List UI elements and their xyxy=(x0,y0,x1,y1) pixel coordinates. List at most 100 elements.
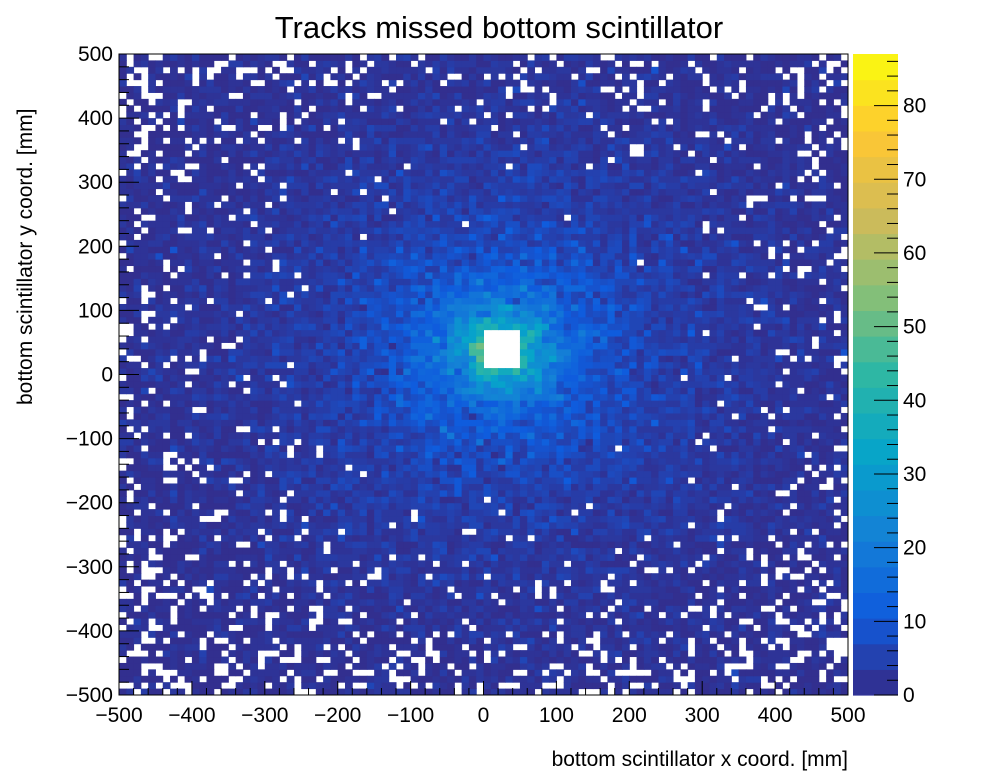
heatmap-cell xyxy=(505,483,514,491)
heatmap-cell xyxy=(556,342,565,350)
heatmap-cell xyxy=(396,361,404,369)
heatmap-cell xyxy=(716,336,725,343)
heatmap-cell xyxy=(600,496,608,504)
heatmap-cell xyxy=(439,675,448,683)
heatmap-cell xyxy=(301,637,310,645)
heatmap-cell xyxy=(388,477,397,484)
heatmap-cell xyxy=(221,419,229,427)
heatmap-cell xyxy=(250,457,259,465)
heatmap-cell xyxy=(461,586,470,593)
heatmap-cell xyxy=(235,669,244,677)
heatmap-cell xyxy=(279,541,288,549)
heatmap-cell xyxy=(673,643,681,651)
heatmap-cell xyxy=(549,502,557,510)
heatmap-cell xyxy=(337,579,346,587)
heatmap-cell xyxy=(673,598,681,606)
heatmap-cell xyxy=(534,483,543,491)
heatmap-cell xyxy=(337,573,346,581)
heatmap-cell xyxy=(308,368,317,375)
heatmap-cell xyxy=(330,592,339,600)
heatmap-cell xyxy=(811,521,820,529)
heatmap-cell xyxy=(775,682,783,690)
heatmap-cell xyxy=(731,618,740,625)
heatmap-cell xyxy=(461,630,470,638)
heatmap-cell xyxy=(381,425,390,433)
heatmap-cell xyxy=(425,425,433,433)
heatmap-cell xyxy=(483,464,492,472)
heatmap-cell xyxy=(140,541,149,549)
heatmap-cell xyxy=(468,509,477,517)
heatmap-cell xyxy=(527,656,536,664)
heatmap-cell xyxy=(716,477,725,484)
heatmap-cell xyxy=(206,662,215,670)
heatmap-cell xyxy=(461,502,470,510)
heatmap-cell xyxy=(206,445,215,452)
heatmap-cell xyxy=(257,368,266,375)
heatmap-cell xyxy=(578,496,587,504)
heatmap-cell xyxy=(578,438,587,446)
heatmap-cell xyxy=(680,541,689,549)
heatmap-cell xyxy=(417,355,426,363)
heatmap-cell xyxy=(250,412,259,420)
heatmap-cell xyxy=(221,521,229,529)
heatmap-cell xyxy=(665,348,674,356)
heatmap-cell xyxy=(651,509,659,517)
heatmap-cell xyxy=(833,560,842,568)
heatmap-cell xyxy=(614,509,623,517)
heatmap-cell xyxy=(403,547,412,555)
heatmap-cell xyxy=(804,624,813,632)
heatmap-cell xyxy=(724,425,732,433)
heatmap-cell xyxy=(323,573,331,581)
heatmap-cell xyxy=(585,534,594,542)
heatmap-cell xyxy=(250,348,259,356)
heatmap-cell xyxy=(235,515,244,523)
heatmap-cell xyxy=(264,662,273,670)
heatmap-cell xyxy=(694,489,703,497)
heatmap-cell xyxy=(381,541,390,549)
heatmap-cell xyxy=(643,573,652,581)
heatmap-cell xyxy=(811,361,820,369)
heatmap-cell xyxy=(549,675,557,683)
heatmap-cell xyxy=(330,406,339,414)
heatmap-cell xyxy=(476,355,484,363)
heatmap-cell xyxy=(578,412,587,420)
heatmap-cell xyxy=(352,586,361,593)
heatmap-cell xyxy=(388,400,397,408)
heatmap-cell xyxy=(490,682,499,690)
heatmap-cell xyxy=(461,393,470,401)
heatmap-cell xyxy=(279,573,288,581)
heatmap-cell xyxy=(286,650,295,658)
heatmap-cell xyxy=(439,464,448,472)
heatmap-cell xyxy=(403,688,412,696)
heatmap-cell xyxy=(804,457,813,465)
heatmap-cell xyxy=(702,387,710,395)
heatmap-cell xyxy=(636,528,645,536)
heatmap-cell xyxy=(767,656,776,664)
heatmap-cell xyxy=(614,329,623,337)
heatmap-cell xyxy=(301,464,310,472)
heatmap-cell xyxy=(563,355,572,363)
heatmap-cell xyxy=(439,470,448,478)
heatmap-cell xyxy=(702,374,710,382)
heatmap-cell xyxy=(140,457,149,465)
heatmap-cell xyxy=(381,477,390,484)
heatmap-cell xyxy=(155,598,164,606)
heatmap-cell xyxy=(140,509,149,517)
heatmap-cell xyxy=(432,598,441,606)
heatmap-cell xyxy=(731,560,740,568)
heatmap-cell xyxy=(483,509,492,517)
heatmap-cell xyxy=(498,368,506,375)
heatmap-cell xyxy=(468,342,477,350)
heatmap-cell xyxy=(177,412,186,420)
heatmap-cell xyxy=(694,368,703,375)
heatmap-cell xyxy=(665,592,674,600)
heatmap-cell xyxy=(337,374,346,382)
heatmap-cell xyxy=(709,489,718,497)
heatmap-cell xyxy=(541,521,550,529)
heatmap-cell xyxy=(374,682,382,690)
heatmap-cell xyxy=(629,592,638,600)
heatmap-cell xyxy=(687,656,696,664)
heatmap-cell xyxy=(221,605,229,613)
heatmap-cell xyxy=(417,400,426,408)
heatmap-cell xyxy=(702,650,710,658)
